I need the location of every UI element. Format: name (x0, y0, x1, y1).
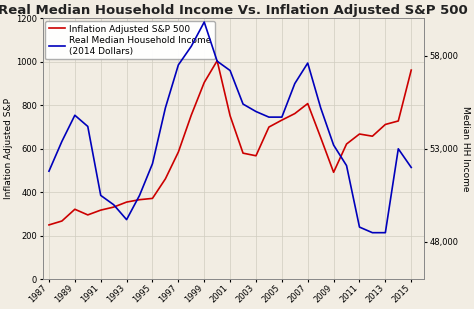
Inflation Adjusted S&P 500 (124, 200, 129, 204)
Real Median Household Income
(2014 Dollars) (266, 115, 272, 119)
Real Median Household Income
(2014 Dollars) (46, 169, 52, 173)
Inflation Adjusted S&P 500 (201, 81, 207, 84)
Inflation Adjusted S&P 500 (189, 113, 194, 117)
Inflation Adjusted S&P 500 (383, 123, 388, 126)
Real Median Household Income
(2014 Dollars) (292, 82, 298, 85)
Real Median Household Income
(2014 Dollars) (305, 61, 310, 65)
Inflation Adjusted S&P 500 (409, 68, 414, 72)
Real Median Household Income
(2014 Dollars) (395, 147, 401, 151)
Real Median Household Income
(2014 Dollars) (98, 193, 103, 197)
Inflation Adjusted S&P 500 (150, 197, 155, 200)
Real Median Household Income
(2014 Dollars) (163, 106, 168, 110)
Real Median Household Income
(2014 Dollars) (370, 231, 375, 235)
Inflation Adjusted S&P 500 (292, 112, 298, 116)
Inflation Adjusted S&P 500 (279, 118, 285, 122)
Inflation Adjusted S&P 500 (72, 207, 78, 211)
Inflation Adjusted S&P 500 (98, 208, 103, 212)
Real Median Household Income
(2014 Dollars) (253, 110, 259, 113)
Inflation Adjusted S&P 500 (175, 150, 181, 154)
Inflation Adjusted S&P 500 (85, 213, 91, 217)
Inflation Adjusted S&P 500 (46, 223, 52, 227)
Real Median Household Income
(2014 Dollars) (137, 193, 142, 197)
Inflation Adjusted S&P 500 (266, 125, 272, 129)
Real Median Household Income
(2014 Dollars) (189, 44, 194, 48)
Real Median Household Income
(2014 Dollars) (111, 203, 117, 207)
Real Median Household Income
(2014 Dollars) (124, 218, 129, 222)
Line: Inflation Adjusted S&P 500: Inflation Adjusted S&P 500 (49, 61, 411, 225)
Real Median Household Income
(2014 Dollars) (331, 143, 337, 147)
Inflation Adjusted S&P 500 (240, 151, 246, 155)
Inflation Adjusted S&P 500 (318, 136, 324, 139)
Real Median Household Income
(2014 Dollars) (409, 166, 414, 169)
Line: Real Median Household Income
(2014 Dollars): Real Median Household Income (2014 Dolla… (49, 22, 411, 233)
Y-axis label: Inflation Adjusted S&P: Inflation Adjusted S&P (4, 98, 13, 199)
Inflation Adjusted S&P 500 (344, 142, 349, 146)
Inflation Adjusted S&P 500 (137, 198, 142, 201)
Y-axis label: Median HH Income: Median HH Income (461, 106, 470, 192)
Inflation Adjusted S&P 500 (395, 119, 401, 123)
Title: Real Median Household Income Vs. Inflation Adjusted S&P 500: Real Median Household Income Vs. Inflati… (0, 4, 468, 17)
Real Median Household Income
(2014 Dollars) (227, 69, 233, 72)
Inflation Adjusted S&P 500 (163, 177, 168, 181)
Inflation Adjusted S&P 500 (356, 132, 362, 136)
Real Median Household Income
(2014 Dollars) (383, 231, 388, 235)
Inflation Adjusted S&P 500 (227, 114, 233, 118)
Inflation Adjusted S&P 500 (331, 171, 337, 174)
Inflation Adjusted S&P 500 (59, 219, 65, 223)
Inflation Adjusted S&P 500 (214, 59, 220, 63)
Real Median Household Income
(2014 Dollars) (279, 115, 285, 119)
Real Median Household Income
(2014 Dollars) (344, 164, 349, 167)
Real Median Household Income
(2014 Dollars) (150, 162, 155, 166)
Inflation Adjusted S&P 500 (305, 102, 310, 105)
Real Median Household Income
(2014 Dollars) (59, 139, 65, 143)
Real Median Household Income
(2014 Dollars) (214, 59, 220, 63)
Real Median Household Income
(2014 Dollars) (72, 113, 78, 117)
Real Median Household Income
(2014 Dollars) (318, 106, 324, 110)
Real Median Household Income
(2014 Dollars) (85, 125, 91, 128)
Inflation Adjusted S&P 500 (370, 134, 375, 138)
Real Median Household Income
(2014 Dollars) (356, 225, 362, 229)
Legend: Inflation Adjusted S&P 500, Real Median Household Income
(2014 Dollars): Inflation Adjusted S&P 500, Real Median … (45, 21, 215, 59)
Inflation Adjusted S&P 500 (111, 205, 117, 209)
Real Median Household Income
(2014 Dollars) (201, 20, 207, 24)
Real Median Household Income
(2014 Dollars) (175, 63, 181, 67)
Inflation Adjusted S&P 500 (253, 154, 259, 158)
Real Median Household Income
(2014 Dollars) (240, 102, 246, 106)
